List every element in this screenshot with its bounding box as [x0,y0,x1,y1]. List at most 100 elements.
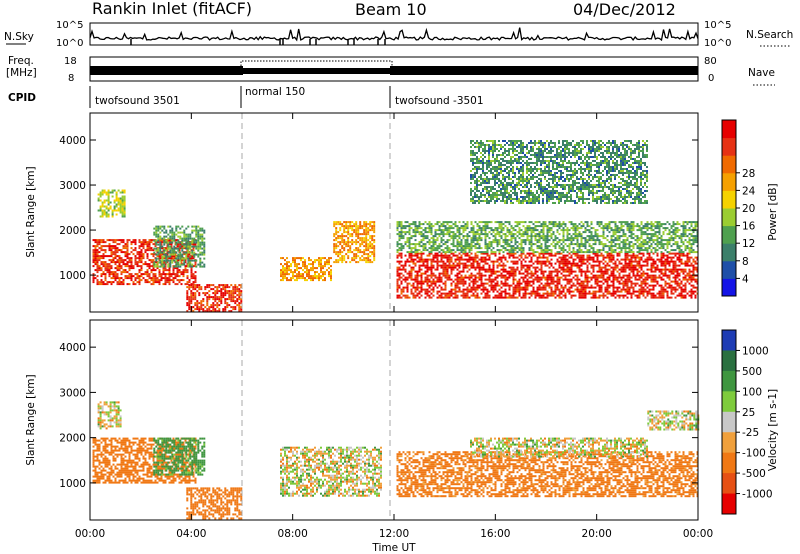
power-panel: 1000 2000 3000 4000 Slant Range [km] 4 8 12 16… [25,112,779,313]
velocity-colorbar-tick-4: 25 [742,407,755,419]
noise-right-tick-top: 10^5 [704,20,731,31]
freq-panel: Freq. [MHz] 18 8 80 0 Nave [6,55,775,86]
velocity-colorbar-swatch-9 [722,493,736,515]
cpid-segment-label-1: twofsound 3501 [95,95,180,107]
power-y-tick-3000: 3000 [59,180,86,192]
velocity-y-tick-3000: 3000 [59,387,86,399]
power-y-tick-4000: 4000 [59,135,86,147]
velocity-region-4 [186,487,243,520]
velocity-ylabel: Slant Range [km] [25,374,37,465]
velocity-y-tick-4000: 4000 [59,342,86,354]
velocity-colorbar-tick-6: -100 [742,448,766,460]
x-tick-4: 12:00 [379,528,409,540]
velocity-region-2 [97,401,122,430]
site-title: Rankin Inlet (fitACF) [92,0,252,18]
power-colorbar-tick-3: 12 [742,238,755,250]
freq-band-segment-2 [243,68,390,74]
velocity-y-tick-2000: 2000 [59,433,86,445]
x-tick-3: 08:00 [278,528,308,540]
power-y-tick-1000: 1000 [59,270,86,282]
freq-left-label-2: [MHz] [6,67,37,79]
noise-sky-trace [89,27,699,45]
power-y-ticks: 1000 2000 3000 4000 [59,135,698,282]
noise-left-label: N.Sky [4,31,34,43]
power-region-6 [333,221,376,264]
power-colorbar-tick-5: 20 [742,203,755,215]
freq-right-tick-bottom: 0 [708,73,714,84]
power-colorbar-swatch-2 [722,260,736,279]
freq-left-label-1: Freq. [8,55,34,67]
velocity-y-tick-1000: 1000 [59,478,86,490]
noise-right-tick-bottom: 10^0 [704,38,731,49]
power-region-8 [396,221,699,254]
velocity-colorbar-swatch-2 [722,350,736,372]
power-ylabel: Slant Range [km] [25,166,37,257]
velocity-colorbar-label: Velocity [m s-1] [767,389,779,471]
velocity-colorbar-swatch-1 [722,330,736,351]
beam-title: Beam 10 [355,0,427,19]
noise-left-tick-bottom: 10^0 [56,38,83,49]
velocity-region-6 [396,451,699,498]
power-colorbar-tick-1: 4 [742,273,749,285]
noise-right-label: N.Search [746,29,793,41]
power-y-tick-2000: 2000 [59,225,86,237]
power-region-4 [186,284,243,313]
velocity-region-5 [280,446,382,497]
velocity-heatmap [92,401,700,520]
x-tick-5: 16:00 [480,528,510,540]
power-colorbar-swatch-7 [722,172,736,191]
velocity-colorbar-swatch-3 [722,370,736,392]
power-region-7 [396,252,699,299]
noise-panel: N.Sky 10^5 10^0 10^5 10^0 N.Search [4,20,793,49]
cpid-segment-label-2: normal 150 [245,86,305,98]
x-tick-1: 00:00 [75,528,105,540]
power-colorbar-swatch-4 [722,225,736,244]
velocity-colorbar: 1000 500 100 25 -25 -100 -500 -1000 [721,329,773,515]
date-title: 04/Dec/2012 [573,0,676,19]
velocity-colorbar-tick-3: 100 [742,386,762,398]
velocity-colorbar-tick-5: -25 [742,427,759,439]
velocity-region-8 [647,410,700,431]
cpid-label: CPID [8,92,36,104]
x-axis-ticks: 00:00 04:00 08:00 12:00 16:00 20:00 00:00 [75,113,713,540]
x-tick-2: 04:00 [176,528,206,540]
power-colorbar-tick-6: 24 [742,185,756,197]
velocity-region-3 [153,437,206,476]
velocity-panel: 1000 2000 3000 4000 Slant Range [km] 1000 50… [25,319,779,521]
power-colorbar-swatch-10 [722,120,736,139]
freq-left-tick-bottom: 8 [68,73,74,84]
freq-right-tick-top: 80 [704,56,717,67]
noise-left-tick-top: 10^5 [56,20,83,31]
velocity-colorbar-tick-1: 1000 [742,345,769,357]
cpid-panel: CPID twofsound 3501 normal 150 twofsound… [8,86,484,108]
power-region-2 [97,189,126,218]
velocity-region-7 [470,437,648,458]
power-region-5 [280,257,332,282]
velocity-colorbar-swatch-7 [722,452,736,474]
velocity-colorbar-swatch-4 [722,391,736,413]
power-colorbar-swatch-9 [722,137,736,156]
velocity-colorbar-swatch-6 [722,432,736,454]
noise-panel-frame [89,22,699,46]
velocity-colorbar-swatch-5 [722,411,736,433]
power-region-3 [153,225,206,268]
freq-left-tick-top: 18 [64,56,77,67]
x-tick-7: 00:00 [683,528,713,540]
velocity-colorbar-tick-8: -1000 [742,489,773,501]
power-colorbar-tick-4: 16 [742,221,756,233]
x-axis-label: Time UT [371,542,416,554]
freq-band-segment-1 [90,66,243,75]
power-colorbar-label: Power [dB] [767,183,779,240]
power-colorbar-swatch-6 [722,190,736,209]
power-region-9 [470,140,648,204]
power-colorbar: 4 8 12 16 20 24 28 [721,119,756,297]
power-colorbar-tick-7: 28 [742,168,755,180]
power-colorbar-swatch-1 [722,278,736,297]
power-colorbar-swatch-5 [722,208,736,227]
velocity-colorbar-tick-2: 500 [742,366,762,378]
velocity-colorbar-swatch-8 [722,473,736,495]
velocity-y-ticks: 1000 2000 3000 4000 [59,342,698,490]
power-colorbar-tick-2: 8 [742,256,749,268]
power-heatmap [92,140,699,313]
